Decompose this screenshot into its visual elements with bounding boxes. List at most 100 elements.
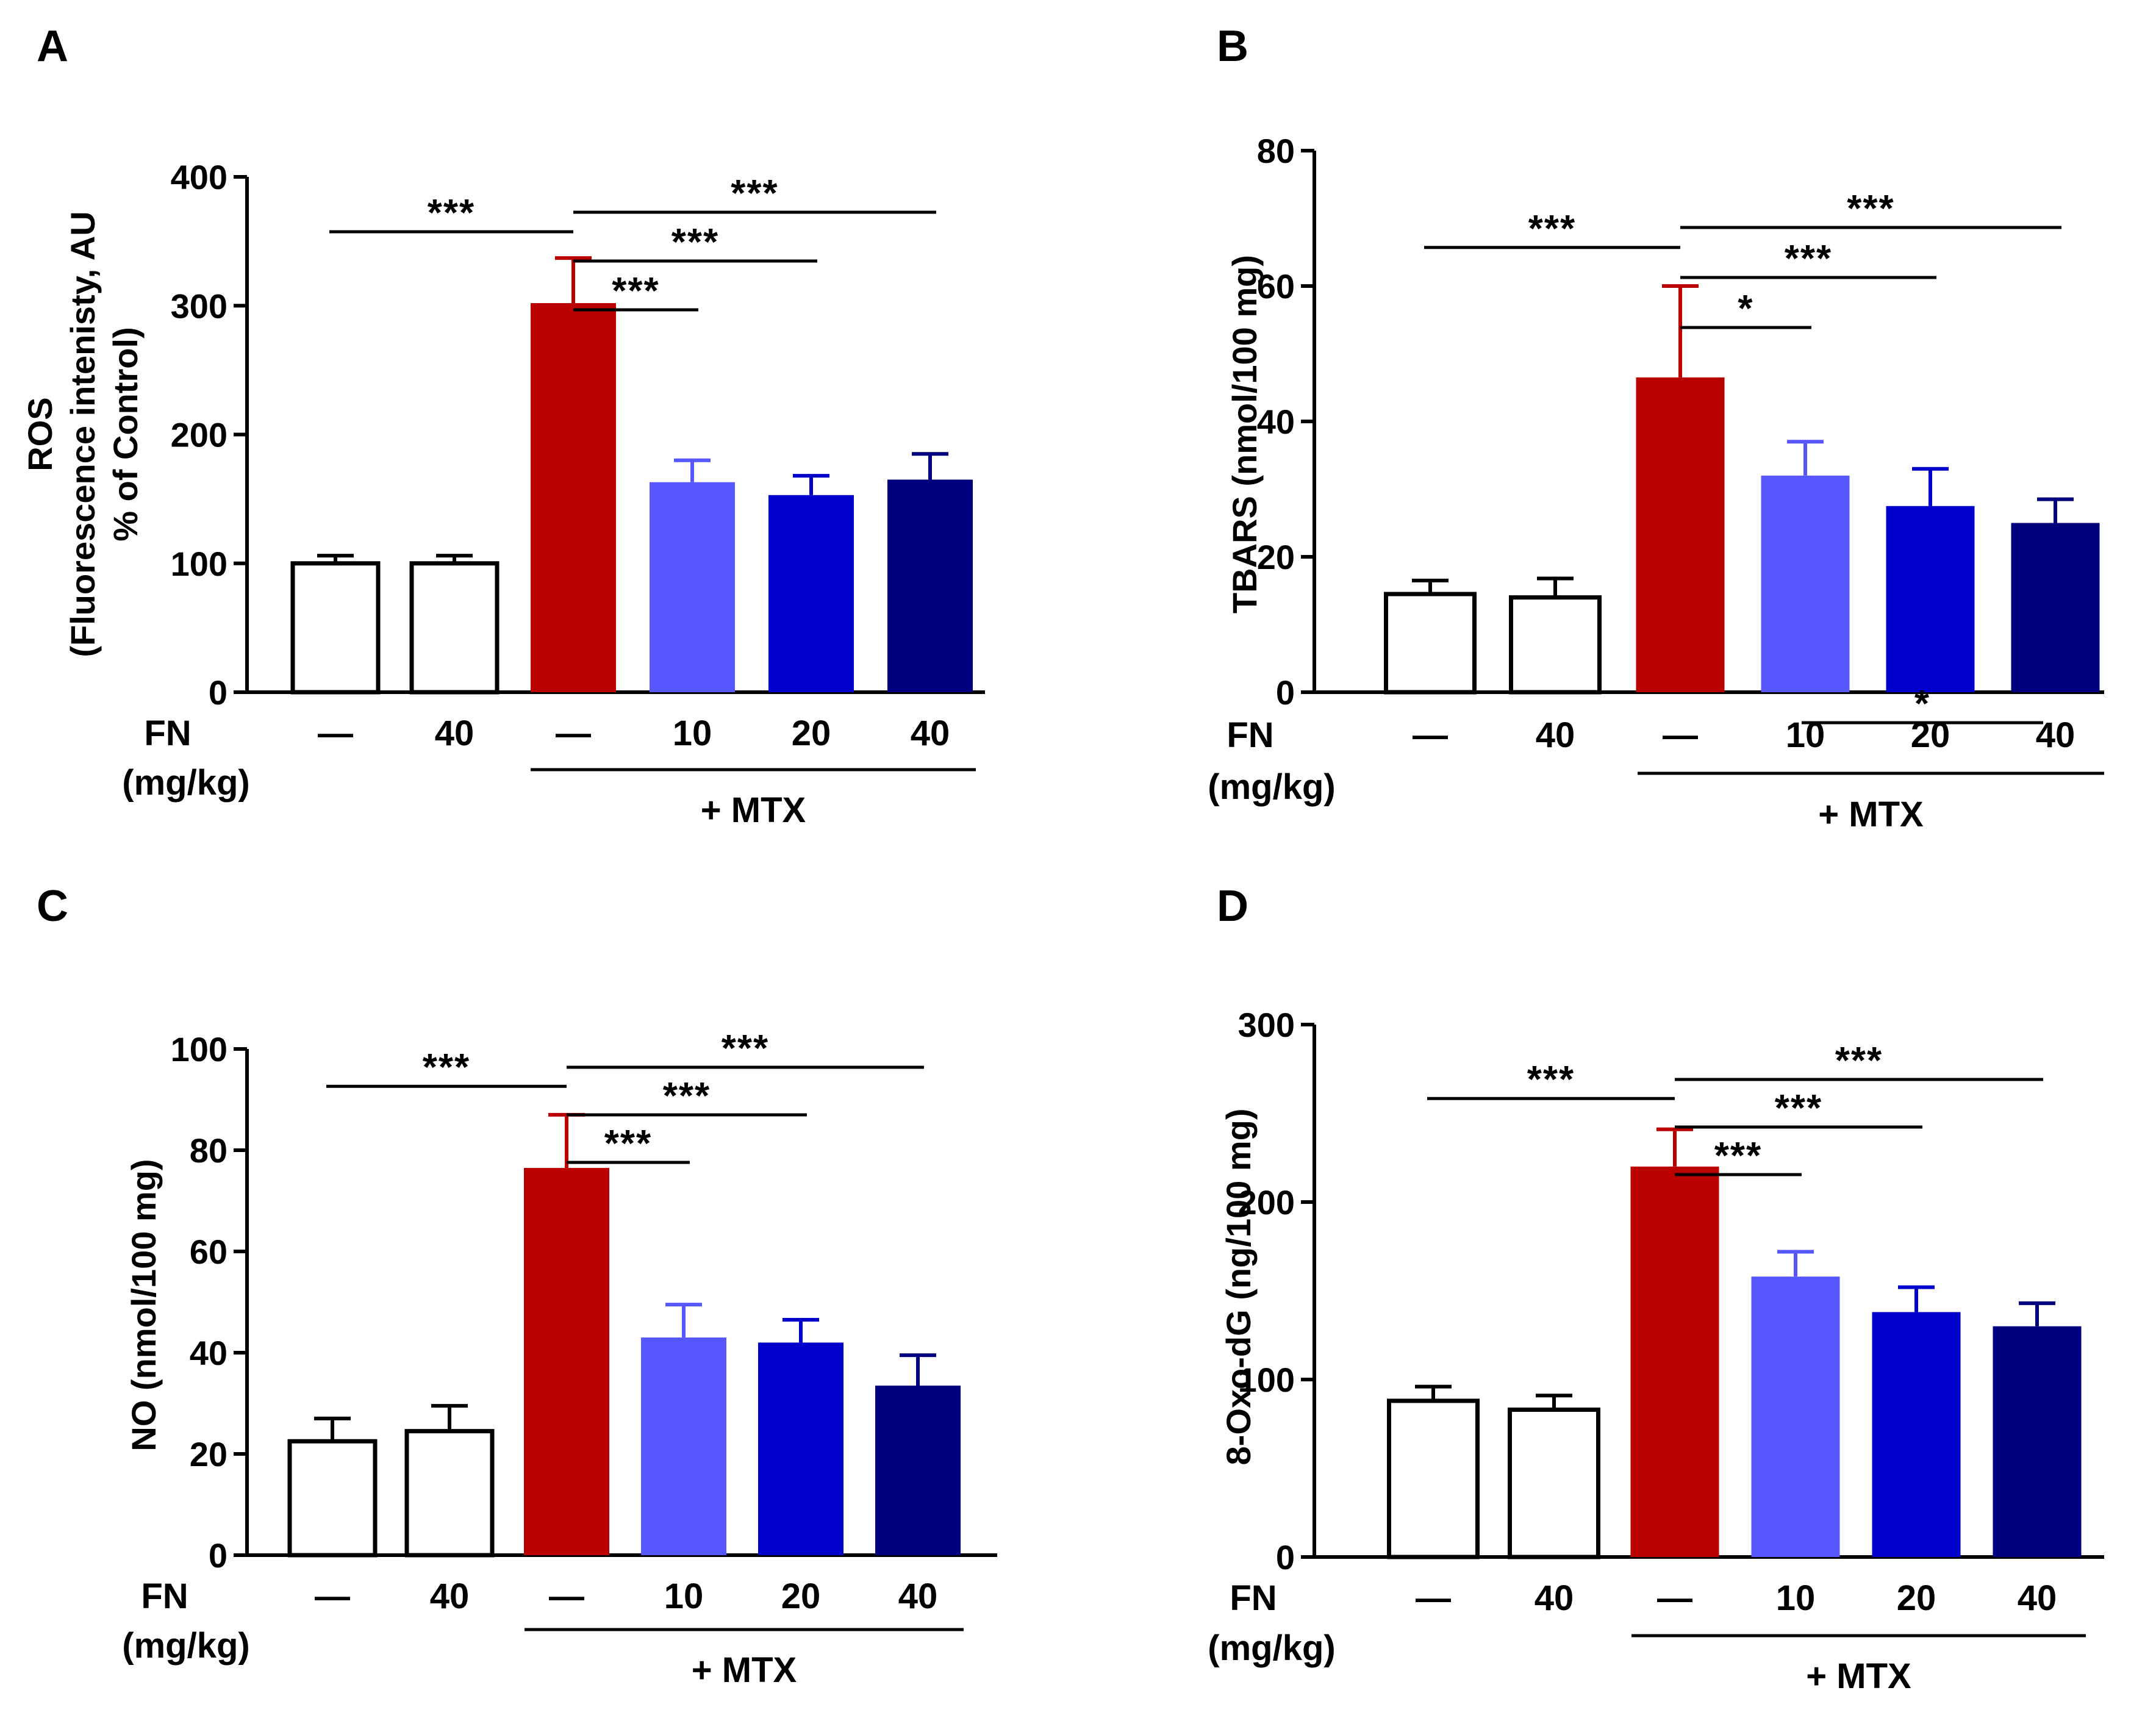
bar [524, 1168, 609, 1555]
fn-label: FN [144, 714, 191, 753]
significance-stars: * [1738, 288, 1753, 330]
y-axis-title: (Fluorescence intenisty, AU [63, 211, 102, 657]
x-category-label: 20 [781, 1577, 821, 1616]
bar [404, 1429, 495, 1558]
x-category-label: 40 [2018, 1578, 2057, 1618]
significance-stars: * [1914, 683, 1930, 725]
panel-letter: C [37, 882, 68, 931]
y-tick-label: 200 [1238, 1183, 1295, 1222]
y-tick-label: 300 [171, 287, 227, 325]
bar [1508, 1407, 1600, 1559]
panel-a: A 0 100 200 300 400 ROS (Fluorescence intenisty… [21, 22, 985, 830]
panel-c: C 0 20 40 60 80 100 NO (nmol/100 mg) — 40 — 10 20 40 F… [37, 882, 997, 1690]
significance-stars: *** [1527, 1059, 1575, 1101]
y-tick-label: 0 [209, 673, 227, 712]
y-tick-label: 40 [1257, 403, 1295, 441]
x-category-label: 20 [792, 714, 831, 753]
x-category-label: 20 [1897, 1578, 1936, 1618]
bar [1636, 377, 1725, 692]
y-tick-label: 300 [1238, 1006, 1295, 1044]
bar [1509, 595, 1602, 695]
y-tick-label: 100 [1238, 1361, 1295, 1399]
significance-stars: *** [1528, 208, 1576, 250]
bar [641, 1337, 726, 1555]
significance-stars: *** [663, 1075, 711, 1117]
panel-d: D 0 100 200 300 8-Oxo-dG (ng/100 mg) — 40 — 10 20 4… [1208, 683, 2104, 1696]
panel-letter: A [37, 22, 68, 71]
y-axis-title: TBARS (nmol/100 mg) [1225, 255, 1264, 614]
bar [287, 1439, 378, 1558]
significance-stars: *** [672, 221, 719, 263]
fn-unit-label: (mg/kg) [1208, 767, 1335, 807]
bar [290, 561, 381, 695]
bar [1993, 1326, 2082, 1557]
bar [1384, 592, 1477, 695]
bar [887, 479, 973, 692]
x-category-label: — [1413, 715, 1448, 755]
significance-stars: *** [1835, 1040, 1883, 1082]
significance-stars: *** [722, 1028, 769, 1070]
significance-stars: *** [612, 270, 659, 312]
x-category-label: — [318, 714, 353, 753]
panel-letter: D [1217, 882, 1248, 931]
bar [650, 482, 735, 692]
fn-label: FN [1230, 1578, 1277, 1618]
significance-stars: *** [1847, 188, 1894, 230]
x-category-label: — [549, 1577, 584, 1616]
x-category-label: 10 [673, 714, 712, 753]
y-axis-title: NO (nmol/100 mg) [124, 1159, 163, 1451]
panel-letter: B [1217, 22, 1248, 71]
y-tick-label: 0 [1276, 1538, 1295, 1577]
x-category-label: — [1657, 1578, 1692, 1618]
bar [1751, 1276, 1840, 1557]
mtx-label: + MTX [1818, 795, 1924, 834]
x-category-label: — [1416, 1578, 1451, 1618]
bar [531, 303, 616, 692]
x-category-label: 40 [898, 1577, 938, 1616]
bar [758, 1342, 843, 1555]
y-tick-label: 20 [190, 1435, 227, 1473]
y-axis-title: 8-Oxo-dG (ng/100 mg) [1219, 1109, 1258, 1466]
y-axis-title: ROS [21, 397, 59, 471]
bar [2011, 523, 2100, 692]
significance-stars: *** [731, 173, 778, 215]
y-tick-label: 200 [171, 416, 227, 454]
significance-stars: *** [423, 1047, 470, 1089]
significance-stars: *** [428, 192, 475, 234]
y-tick-label: 100 [171, 545, 227, 583]
x-category-label: 10 [1776, 1578, 1816, 1618]
bar [1872, 1312, 1961, 1557]
fn-label: FN [141, 1577, 188, 1616]
y-tick-label: 40 [190, 1334, 227, 1372]
y-tick-label: 60 [190, 1233, 227, 1271]
y-tick-label: 80 [190, 1131, 227, 1170]
y-tick-label: 20 [1257, 538, 1295, 576]
fn-unit-label: (mg/kg) [122, 1626, 249, 1666]
fn-unit-label: (mg/kg) [122, 763, 249, 803]
x-category-label: 40 [1536, 715, 1575, 755]
x-category-label: 40 [430, 1577, 470, 1616]
y-axis-title: % of Control) [106, 327, 145, 541]
bar [875, 1385, 961, 1555]
bar [768, 495, 854, 692]
bar [1886, 506, 1975, 692]
bar [1630, 1166, 1719, 1557]
y-tick-label: 400 [171, 158, 227, 196]
bar [409, 561, 500, 695]
mtx-label: + MTX [1806, 1656, 1911, 1696]
x-category-label: 40 [435, 714, 475, 753]
y-tick-label: 0 [209, 1536, 227, 1575]
significance-stars: *** [1775, 1087, 1822, 1129]
x-category-label: — [1663, 715, 1698, 755]
x-category-label: 10 [664, 1577, 704, 1616]
significance-stars: *** [1785, 238, 1832, 280]
bar [1761, 475, 1850, 692]
x-category-label: — [556, 714, 591, 753]
mtx-label: + MTX [701, 790, 806, 830]
mtx-label: + MTX [692, 1650, 797, 1690]
y-tick-label: 0 [1276, 673, 1295, 712]
significance-stars: *** [604, 1123, 652, 1165]
y-tick-label: 60 [1257, 267, 1295, 306]
